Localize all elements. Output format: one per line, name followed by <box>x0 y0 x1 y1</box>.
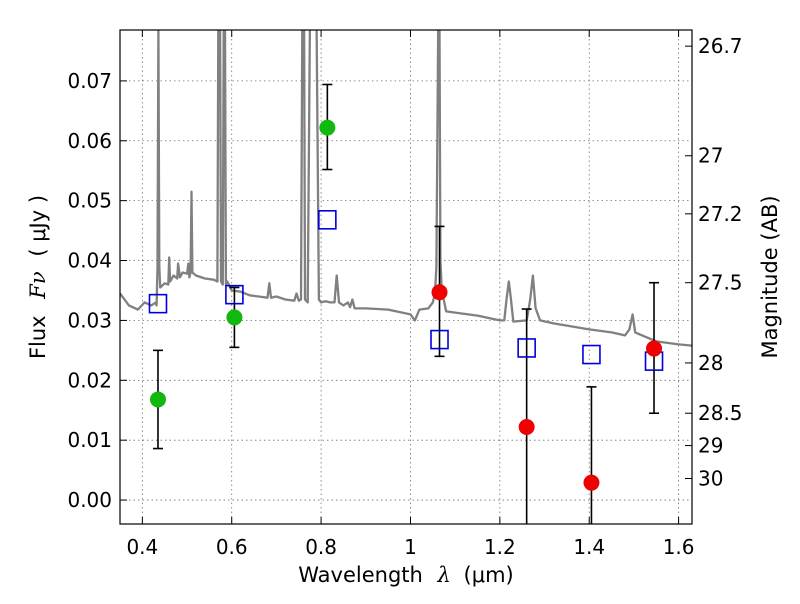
x-axis-label-symbol: λ <box>437 563 451 587</box>
plot-frame <box>119 29 693 525</box>
nir-point <box>518 418 535 435</box>
y-tick-label: 0.01 <box>67 428 112 452</box>
model-photometry-square <box>225 284 244 305</box>
y-axis-label-symbol: Fν <box>26 271 50 300</box>
nir-point <box>646 340 663 357</box>
x-axis-label-unit: (μm) <box>464 563 514 587</box>
y-axis-label-text: Flux <box>26 315 50 359</box>
optical-point <box>149 391 166 408</box>
plot-data-area <box>120 30 692 524</box>
x-tick-label: 0.8 <box>305 535 337 559</box>
model-photometry-square <box>148 293 168 314</box>
model-photometry-square <box>318 210 337 230</box>
y2-axis-label: Magnitude (AB) <box>758 195 782 358</box>
y-axis-label: Flux Fν ( μJy ) <box>26 195 50 359</box>
x-tick-label: 0.6 <box>216 535 248 559</box>
model-photometry-squares <box>148 210 664 371</box>
x-tick-label: 1.4 <box>573 535 605 559</box>
observed-photometry-points <box>149 119 663 491</box>
x-axis-label-text: Wavelength <box>298 563 423 587</box>
y-tick-label: 0.04 <box>67 249 112 273</box>
y2-tick-label: 30 <box>698 466 723 490</box>
x-tick-label: 1.2 <box>484 535 516 559</box>
nir-point <box>583 474 600 491</box>
y2-tick-label: 28.5 <box>698 401 743 425</box>
x-tick-label: 1 <box>404 535 417 559</box>
y2-tick-label: 27.2 <box>698 202 743 226</box>
x-tick-label: 0.4 <box>126 535 158 559</box>
y-tick-label: 0.00 <box>67 488 112 512</box>
y-tick-label: 0.03 <box>67 308 112 332</box>
model-photometry-square <box>517 338 536 358</box>
y-tick-label: 0.06 <box>67 129 112 153</box>
y2-tick-label: 29 <box>698 434 723 458</box>
optical-point <box>226 309 243 326</box>
x-tick-label: 1.6 <box>663 535 695 559</box>
y2-tick-label: 27.5 <box>698 271 743 295</box>
y-tick-label: 0.07 <box>67 69 112 93</box>
x-axis-label: Wavelength λ (μm) <box>298 563 513 587</box>
model-photometry-square <box>582 344 601 365</box>
model-photometry-square <box>430 329 449 350</box>
axis-ticks: 0.4 0.6 0.8 1 1.2 1.4 1.6 0.00 0.01 0.02 0.03 0.04 0… <box>67 30 743 559</box>
y2-tick-label: 26.7 <box>698 34 743 58</box>
model-spectrum-line <box>120 30 692 347</box>
optical-point <box>319 119 336 136</box>
y2-tick-label: 27 <box>698 144 723 168</box>
y2-tick-label: 28 <box>698 351 723 375</box>
nir-point <box>431 284 448 301</box>
y-tick-label: 0.05 <box>67 189 112 213</box>
y-tick-label: 0.02 <box>67 368 112 392</box>
grid-lines <box>120 30 692 524</box>
y-axis-label-unit: ( μJy ) <box>26 195 50 257</box>
